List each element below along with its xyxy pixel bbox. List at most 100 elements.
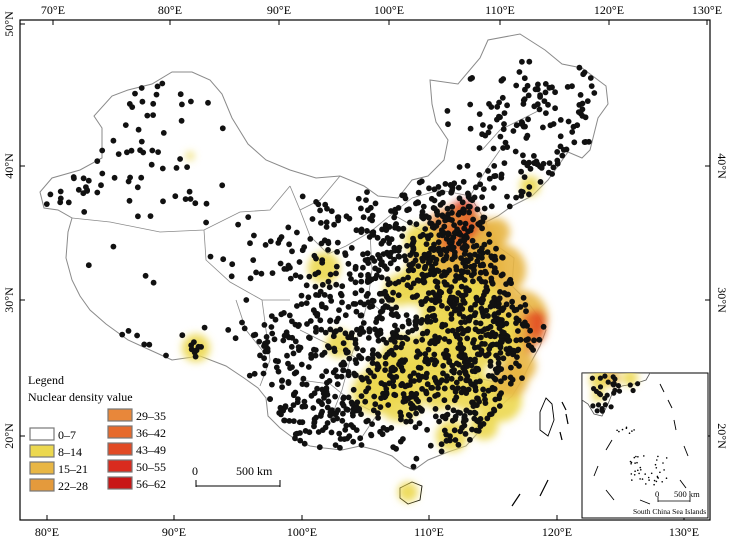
location-point (418, 301, 425, 308)
location-point (577, 92, 584, 98)
location-point (452, 307, 458, 314)
location-point (186, 188, 193, 195)
location-point (379, 298, 385, 304)
location-point (398, 416, 404, 423)
location-point (132, 90, 138, 97)
china-outline (39, 33, 609, 471)
top-tick-label: 110°E (485, 3, 515, 17)
location-point (491, 311, 498, 317)
location-point (281, 417, 287, 424)
location-point (284, 352, 290, 359)
location-point (423, 388, 429, 395)
location-point (463, 390, 470, 396)
location-point (391, 256, 397, 263)
location-point (455, 184, 462, 191)
legend-swatch (29, 444, 55, 458)
location-point (317, 207, 323, 214)
location-point (474, 258, 481, 265)
location-point (382, 360, 389, 367)
left-tick-label: 40°N (2, 153, 16, 179)
location-point (392, 222, 399, 229)
location-point (346, 271, 353, 277)
island-dot (656, 459, 658, 461)
island-dot (630, 463, 632, 465)
location-point (295, 396, 301, 402)
location-point (306, 334, 312, 341)
location-point (261, 322, 268, 328)
location-point (314, 311, 321, 317)
location-point (203, 219, 210, 226)
location-point (588, 83, 595, 89)
location-point (225, 327, 232, 333)
location-point (340, 340, 347, 347)
location-point (591, 90, 598, 96)
location-point (476, 275, 483, 282)
location-point (408, 378, 415, 384)
location-point (438, 441, 445, 448)
location-point (267, 396, 273, 402)
location-point (300, 375, 307, 382)
location-point (138, 174, 145, 181)
location-point (247, 240, 253, 247)
location-point (352, 301, 359, 307)
location-point (383, 227, 390, 234)
location-point (517, 336, 524, 343)
location-point (501, 110, 508, 116)
location-point (432, 406, 439, 412)
location-point (358, 442, 365, 448)
location-point (337, 290, 344, 297)
location-point (371, 393, 378, 400)
location-point (512, 148, 519, 155)
location-point (435, 385, 441, 391)
island-dot (663, 469, 665, 471)
location-point (337, 444, 343, 451)
location-point (450, 407, 457, 414)
legend-subtitle: Nuclear density value (28, 390, 133, 404)
location-point (417, 233, 424, 240)
location-point (364, 250, 371, 257)
location-point (243, 297, 250, 303)
location-point (352, 265, 359, 272)
location-point (463, 407, 470, 414)
location-point (443, 437, 450, 444)
location-point (298, 361, 305, 368)
location-point (434, 279, 441, 286)
location-point (311, 346, 317, 353)
location-point (488, 411, 495, 417)
location-point (520, 322, 527, 329)
location-point (449, 362, 456, 369)
location-point (385, 402, 392, 408)
location-point (405, 267, 412, 274)
location-point (144, 112, 151, 119)
location-point (458, 283, 465, 290)
location-point (504, 193, 510, 200)
location-point (369, 212, 376, 219)
location-point (479, 340, 485, 347)
location-point (349, 330, 355, 336)
location-point (546, 84, 553, 91)
location-point (448, 311, 455, 318)
location-point (378, 380, 385, 387)
location-point (481, 392, 488, 398)
location-point (444, 205, 451, 212)
island-dot (616, 429, 618, 432)
location-point (182, 196, 189, 203)
location-point (360, 251, 366, 258)
location-point (286, 312, 293, 319)
location-point (343, 213, 350, 220)
location-point (429, 338, 436, 344)
location-point (203, 200, 210, 207)
location-point (309, 216, 316, 222)
location-point (110, 243, 117, 250)
location-point (497, 349, 504, 356)
location-point (519, 375, 525, 381)
location-point (142, 272, 149, 279)
location-point (390, 444, 397, 450)
location-point (557, 117, 564, 123)
location-point (358, 287, 365, 294)
location-point (372, 275, 379, 282)
location-point (399, 323, 406, 330)
location-point (150, 100, 157, 107)
location-point (291, 418, 297, 424)
location-point (486, 231, 492, 238)
